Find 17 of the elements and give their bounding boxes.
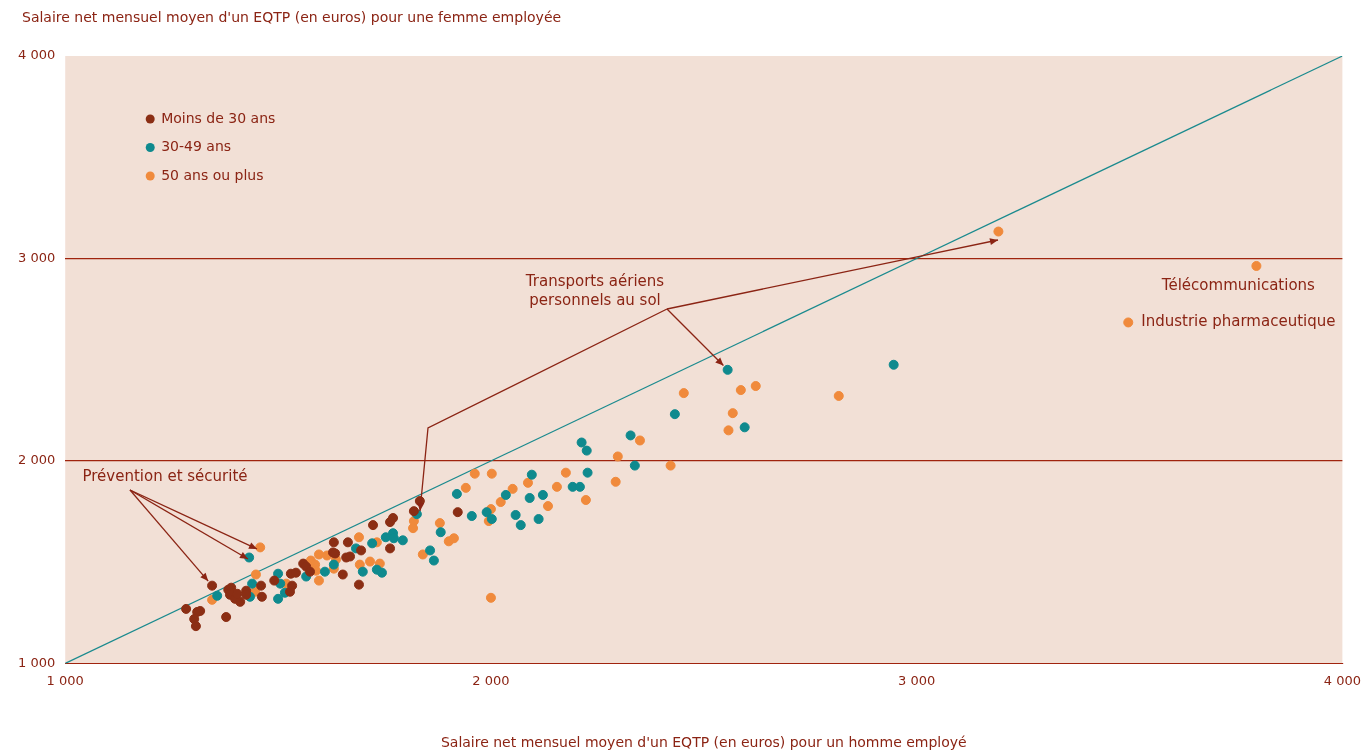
x-tick-label: 1 000 (46, 672, 84, 688)
x-tick-label: 2 000 (472, 672, 510, 688)
legend-label: Moins de 30 ans (161, 109, 276, 126)
y-tick-label: 1 000 (18, 654, 56, 670)
annotation: Transports aériens personnels au sol (524, 272, 665, 310)
y-tick-label: 2 000 (18, 452, 56, 468)
annotation: Télécommunications (1160, 275, 1316, 294)
x-tick-label: 3 000 (898, 672, 936, 688)
annotation: Industrie pharmaceutique (1141, 312, 1336, 331)
y-tick-label: 4 000 (18, 47, 56, 63)
y-axis-title: Salaire net mensuel moyen d'un EQTP (en euros) pour une femme employée (22, 8, 562, 25)
x-axis-title: Salaire net mensuel moyen d'un EQTP (en euros) pour un homme employé (440, 733, 967, 750)
annotation: Prévention et sécurité (82, 466, 248, 485)
legend-label: 30-49 ans (161, 138, 232, 155)
x-tick-label: 4 000 (1323, 672, 1361, 688)
y-tick-label: 3 000 (18, 249, 56, 265)
legend-label: 50 ans ou plus (161, 166, 264, 183)
